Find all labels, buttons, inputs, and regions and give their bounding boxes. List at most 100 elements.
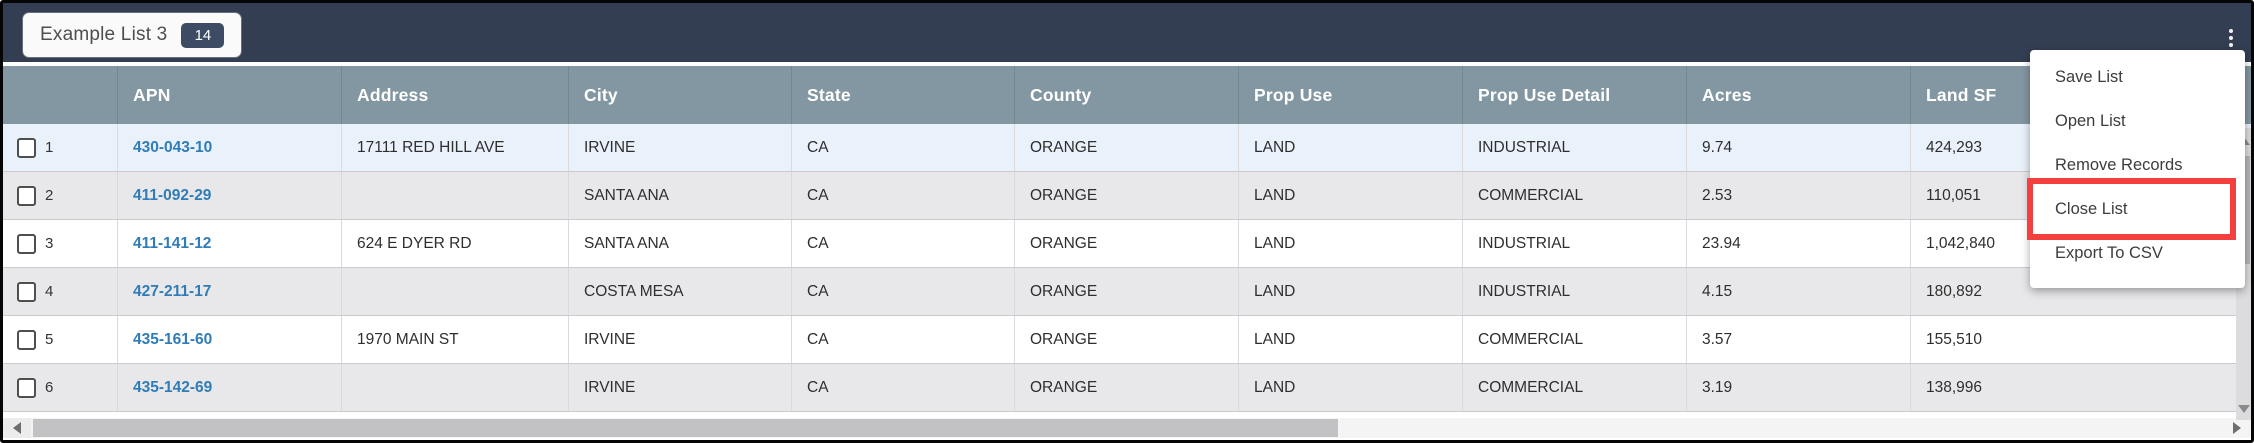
cell-county: ORANGE [1015,364,1239,411]
cell-prop-use-detail: COMMERCIAL [1463,364,1687,411]
cell-address: 1970 MAIN ST [342,316,569,363]
records-table: APN Address City State County Prop Use Prop Us… [3,62,2251,412]
table-header-row: APN Address City State County Prop Use Prop Us… [3,62,2251,124]
row-checkbox[interactable] [17,281,36,302]
cell-address: 624 E DYER RD [342,220,569,267]
cell-prop-use: LAND [1239,364,1463,411]
cell-prop-use-detail: COMMERCIAL [1463,172,1687,219]
row-checkbox[interactable] [17,377,36,398]
apn-link[interactable]: 435-161-60 [118,316,342,363]
cell-prop-use: LAND [1239,172,1463,219]
apn-link[interactable]: 411-141-12 [118,220,342,267]
apn-link[interactable]: 430-043-10 [118,124,342,171]
cell-prop-use-detail: INDUSTRIAL [1463,268,1687,315]
cell-city: SANTA ANA [569,220,792,267]
row-number: 1 [45,139,54,156]
kebab-menu-icon[interactable] [2221,27,2241,51]
cell-state: CA [792,220,1015,267]
menu-item-export-to-csv[interactable]: Export To CSV [2055,244,2163,262]
menu-item-remove-records[interactable]: Remove Records [2055,156,2183,174]
cell-city: IRVINE [569,316,792,363]
cell-acres: 3.57 [1687,316,1911,363]
row-checkbox[interactable] [17,185,36,206]
apn-link[interactable]: 411-092-29 [118,172,342,219]
row-select-cell: 2 [3,172,118,219]
column-header-apn: APN [118,66,342,124]
scroll-left-button[interactable] [3,418,31,438]
cell-state: CA [792,316,1015,363]
cell-county: ORANGE [1015,172,1239,219]
apn-link[interactable]: 427-211-17 [118,268,342,315]
cell-acres: 2.53 [1687,172,1911,219]
cell-prop-use: LAND [1239,220,1463,267]
row-select-cell: 1 [3,124,118,171]
cell-land-sf: 180,892 [1926,282,1983,300]
menu-item-open-list[interactable]: Open List [2055,112,2126,130]
cell-prop-use: LAND [1239,124,1463,171]
cell-land-sf: 138,996 [1926,378,1983,396]
row-number: 4 [45,283,54,300]
scroll-down-button[interactable] [2236,398,2251,420]
triangle-left-icon [13,422,21,434]
row-number: 5 [45,331,54,348]
list-tab[interactable]: Example List 3 14 [23,13,242,57]
cell-land-sf: 110,051 [1926,186,1981,204]
triangle-right-icon [2233,422,2241,434]
scroll-right-button[interactable] [2223,418,2251,438]
table-row: 6 435-142-69 IRVINE CA ORANGE LAND COMMERCIAL 3… [3,364,2251,412]
select-column-header [3,66,118,124]
cell-state: CA [792,364,1015,411]
apn-link[interactable]: 435-142-69 [118,364,342,411]
column-header-county: County [1015,66,1239,124]
column-header-state: State [792,66,1015,124]
cell-city: IRVINE [569,364,792,411]
cell-county: ORANGE [1015,124,1239,171]
column-header-prop-use-detail: Prop Use Detail [1463,66,1687,124]
cell-prop-use-detail: INDUSTRIAL [1463,220,1687,267]
cell-city: IRVINE [569,124,792,171]
cell-prop-use-detail: COMMERCIAL [1463,316,1687,363]
cell-address [342,172,569,219]
row-checkbox[interactable] [17,329,36,350]
menu-item-save-list[interactable]: Save List [2055,68,2123,86]
row-number: 6 [45,379,54,396]
context-menu: Save List Open List Remove Records Close Li… [2027,50,2245,288]
cell-state: CA [792,268,1015,315]
cell-county: ORANGE [1015,220,1239,267]
cell-land-sf: 424,293 [1926,138,1983,156]
cell-acres: 23.94 [1687,220,1911,267]
triangle-down-icon [2237,405,2250,413]
list-tab-label: Example List 3 [40,24,168,45]
column-header-acres: Acres [1687,66,1911,124]
horizontal-scrollbar-thumb[interactable] [33,419,1338,437]
cell-acres: 4.15 [1687,268,1911,315]
cell-address: 17111 RED HILL AVE [342,124,569,171]
row-checkbox[interactable] [17,233,36,254]
top-bar: Example List 3 14 [3,3,2251,62]
table-row: 4 427-211-17 COSTA MESA CA ORANGE LAND INDUSTR… [3,268,2251,316]
cell-state: CA [792,172,1015,219]
menu-item-close-list[interactable]: Close List [2055,200,2128,218]
cell-land-sf: 1,042,840 [1926,234,1995,252]
row-select-cell: 4 [3,268,118,315]
cell-acres: 3.19 [1687,364,1911,411]
cell-prop-use: LAND [1239,268,1463,315]
row-number: 2 [45,187,54,204]
row-select-cell: 3 [3,220,118,267]
column-header-city: City [569,66,792,124]
table-row: 1 430-043-10 17111 RED HILL AVE IRVINE CA ORA… [3,124,2251,172]
column-header-prop-use: Prop Use [1239,66,1463,124]
cell-county: ORANGE [1015,316,1239,363]
cell-acres: 9.74 [1687,124,1911,171]
column-header-address: Address [342,66,569,124]
horizontal-scrollbar[interactable] [3,418,2251,438]
cell-city: COSTA MESA [569,268,792,315]
row-select-cell: 6 [3,364,118,411]
cell-land-sf: 155,510 [1926,330,1983,348]
record-count-badge: 14 [181,22,225,48]
row-select-cell: 5 [3,316,118,363]
column-header-land-sf: Land SF [1926,84,1997,105]
row-number: 3 [45,235,54,252]
row-checkbox[interactable] [17,137,36,158]
cell-county: ORANGE [1015,268,1239,315]
